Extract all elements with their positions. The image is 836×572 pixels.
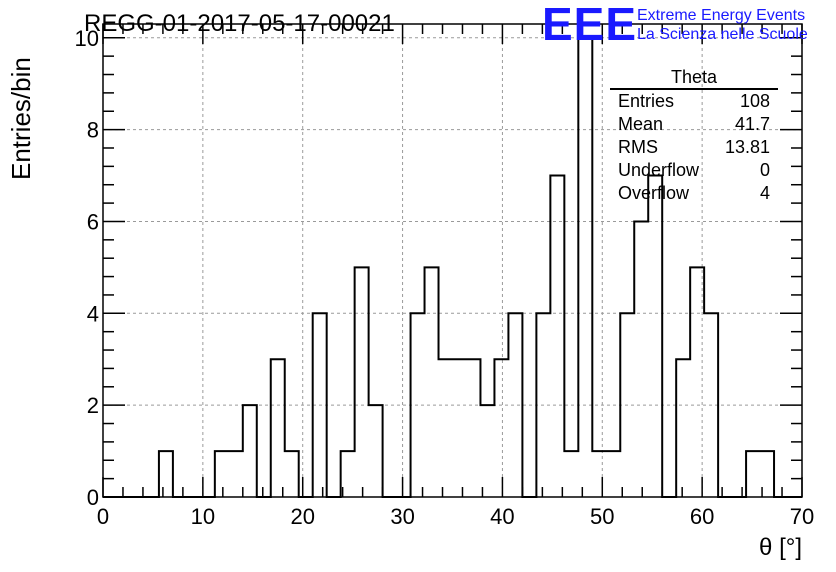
logo-line-1: Extreme Energy Events <box>637 7 806 24</box>
histogram-series <box>103 36 802 498</box>
y-tick-label: 6 <box>87 209 99 234</box>
x-axis-label: θ [°] <box>759 534 802 561</box>
x-tick-label: 20 <box>290 504 314 529</box>
stats-value: 0 <box>759 160 770 180</box>
stats-row-underflow: Underflow 0 <box>610 159 778 182</box>
x-tick-label: 30 <box>390 504 414 529</box>
y-tick-label: 2 <box>87 393 99 418</box>
stats-box: Theta Entries 108 Mean 41.7 RMS 13.81 Un… <box>610 66 778 205</box>
x-tick-label: 50 <box>590 504 614 529</box>
x-tick-label: 0 <box>97 504 109 529</box>
stats-header: Theta <box>610 66 778 90</box>
stats-row-entries: Entries 108 <box>610 90 778 113</box>
x-tick-label: 70 <box>790 504 814 529</box>
stats-row-mean: Mean 41.7 <box>610 113 778 136</box>
y-tick-label: 0 <box>87 485 99 510</box>
stats-value: 13.81 <box>724 137 770 157</box>
grid-lines <box>103 24 802 497</box>
x-tick-label: 40 <box>490 504 514 529</box>
stats-value: 4 <box>759 183 770 203</box>
stats-label: Mean <box>618 114 664 134</box>
y-tick-label: 10 <box>75 26 99 51</box>
stats-row-overflow: Overflow 4 <box>610 182 778 205</box>
y-tick-label: 4 <box>87 301 99 326</box>
y-tick-label: 8 <box>87 118 99 143</box>
logo-line-2: La Scienza nelle Scuole <box>637 26 808 43</box>
plot-title: REGG-01-2017-05-17-00021 <box>84 10 395 37</box>
eee-logo: EEE <box>542 0 638 50</box>
stats-value: 108 <box>739 91 770 111</box>
stats-label: RMS <box>618 137 658 157</box>
stats-value: 41.7 <box>734 114 770 134</box>
stats-label: Entries <box>618 91 675 111</box>
stats-label: Overflow <box>618 183 690 203</box>
x-tick-labels: 0 10 20 30 40 50 60 70 <box>97 504 814 529</box>
y-tick-labels: 0 2 4 6 8 10 <box>75 26 99 510</box>
stats-label: Underflow <box>618 160 700 180</box>
y-axis-label: Entries/bin <box>6 57 36 180</box>
stats-row-rms: RMS 13.81 <box>610 136 778 159</box>
x-tick-label: 10 <box>191 504 215 529</box>
plot-frame <box>102 23 803 498</box>
x-tick-label: 60 <box>690 504 714 529</box>
